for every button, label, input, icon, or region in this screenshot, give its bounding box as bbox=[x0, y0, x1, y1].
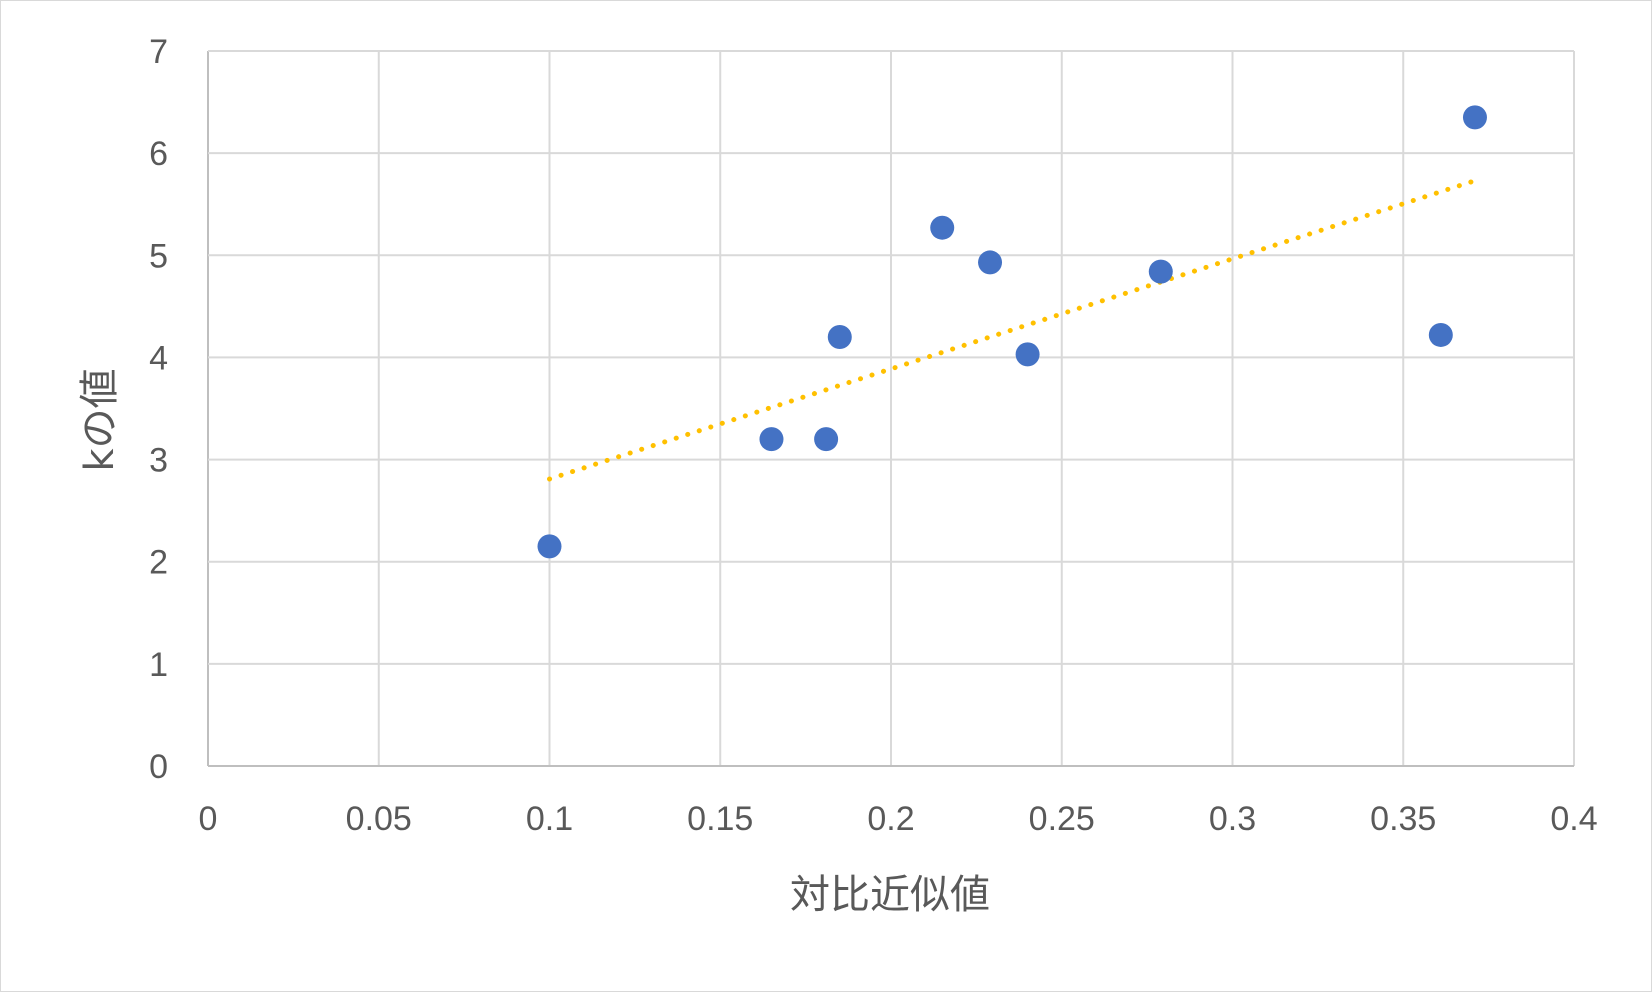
trendline-group bbox=[547, 179, 1475, 482]
y-tick-label: 1 bbox=[149, 646, 168, 684]
trendline bbox=[547, 179, 1475, 482]
x-tick-label: 0.1 bbox=[526, 800, 573, 838]
data-point bbox=[537, 534, 562, 559]
data-point bbox=[814, 427, 839, 452]
data-points bbox=[537, 105, 1487, 559]
x-tick-labels: 0 0.05 0.1 0.15 0.2 0.25 0.3 0.35 0.4 bbox=[199, 800, 1598, 838]
x-tick-label: 0.25 bbox=[1029, 800, 1095, 838]
data-point bbox=[978, 250, 1003, 275]
data-point bbox=[930, 215, 955, 240]
x-tick-label: 0.15 bbox=[687, 800, 753, 838]
y-tick-label: 7 bbox=[149, 33, 168, 71]
x-tick-label: 0.2 bbox=[867, 800, 914, 838]
x-tick-label: 0.3 bbox=[1209, 800, 1256, 838]
y-tick-label: 5 bbox=[149, 237, 168, 275]
data-point bbox=[1428, 322, 1453, 347]
y-axis-title: kの値 bbox=[77, 368, 123, 471]
data-point bbox=[1148, 259, 1173, 284]
x-axis-title: 対比近似値 bbox=[790, 872, 990, 918]
gridlines bbox=[207, 50, 1575, 767]
y-tick-label: 3 bbox=[149, 442, 168, 480]
x-tick-label: 0.05 bbox=[346, 800, 412, 838]
data-point bbox=[1462, 105, 1487, 130]
data-point bbox=[759, 427, 784, 452]
data-point bbox=[827, 325, 852, 349]
y-tick-label: 0 bbox=[149, 748, 168, 786]
x-tick-label: 0.35 bbox=[1370, 800, 1436, 838]
y-tick-label: 6 bbox=[149, 135, 168, 173]
y-tick-label: 4 bbox=[149, 339, 168, 377]
y-tick-labels: 0 1 2 3 4 5 6 7 bbox=[149, 33, 168, 786]
x-tick-label: 0.4 bbox=[1550, 800, 1597, 838]
data-point bbox=[1015, 342, 1040, 367]
y-tick-label: 2 bbox=[149, 544, 168, 582]
x-tick-label: 0 bbox=[199, 800, 218, 838]
